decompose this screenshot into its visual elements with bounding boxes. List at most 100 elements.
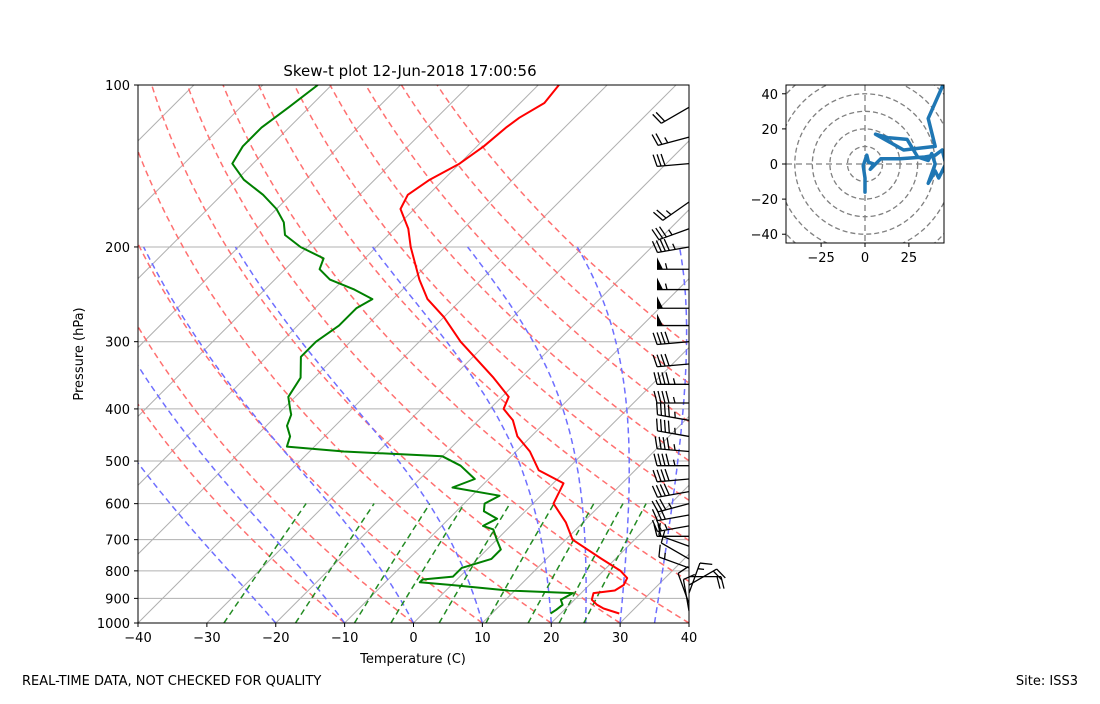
wind-barb (652, 134, 689, 146)
x-tick-label: −10 (331, 631, 358, 646)
skewt-xlabel: Temperature (C) (359, 652, 466, 667)
barb-staff (657, 515, 689, 521)
hodo-x-tick-label: 0 (861, 251, 869, 266)
wind-barb (653, 107, 689, 123)
x-tick-label: 20 (543, 631, 560, 646)
temperature-profile-line (401, 85, 628, 614)
isotherm-line (551, 85, 1089, 623)
wind-barb (653, 154, 689, 166)
dry-adiabat-line (259, 85, 827, 623)
barb-staff (661, 107, 689, 123)
barb-full (653, 155, 657, 167)
barb-full (668, 421, 669, 433)
dewpoint-profile-line (232, 85, 573, 614)
x-tick-label: −30 (193, 631, 220, 646)
mixing-ratio-line (391, 504, 465, 623)
barb-full (664, 239, 669, 250)
isotherm-line (69, 85, 607, 623)
isotherm-line (0, 85, 194, 623)
barb-full (666, 391, 669, 403)
barb-staff (658, 137, 689, 145)
hodograph-line (863, 87, 946, 192)
barb-full (652, 486, 657, 497)
barb-flag (657, 257, 663, 269)
y-tick-label: 400 (105, 403, 130, 418)
y-tick-label: 700 (105, 534, 130, 549)
wind-barb (654, 454, 689, 466)
hodograph-curve (863, 87, 946, 192)
barb-full (658, 454, 661, 466)
skewt-title: Skew-t plot 12-Jun-2018 17:00:56 (283, 62, 536, 80)
barb-full (655, 437, 657, 449)
isotherm-line (689, 85, 1100, 623)
mixing-ratio-line (584, 504, 646, 623)
barb-staff (659, 229, 689, 240)
moist-adiabat-line (21, 247, 276, 623)
barb-full (657, 402, 658, 414)
y-tick-label: 1000 (97, 617, 130, 632)
dry-adiabat-line (437, 85, 1100, 623)
wind-barb (654, 372, 689, 384)
y-tick-label: 300 (105, 336, 130, 351)
barb-staff (657, 526, 689, 532)
barb-full (662, 391, 665, 403)
moist-adiabat-line (235, 247, 482, 623)
barb-staff (657, 479, 689, 482)
wind-barb (657, 257, 689, 269)
mixing-ratio-line (354, 504, 429, 623)
barb-full (665, 354, 669, 366)
barb-full (667, 438, 669, 450)
barb-full (657, 154, 661, 166)
skewt-ylabel: Pressure (hPa) (72, 307, 87, 400)
hodo-y-tick-label: 40 (761, 88, 778, 103)
skewt-curves (232, 85, 627, 614)
barb-half (674, 444, 675, 450)
barb-full (661, 469, 665, 481)
x-tick-label: −40 (124, 631, 151, 646)
dry-adiabat-line (401, 85, 1100, 623)
barb-full (666, 372, 669, 384)
y-tick-label: 600 (105, 498, 130, 513)
wind-barb (657, 296, 689, 308)
barb-full (662, 454, 665, 466)
barb-half (674, 378, 676, 384)
barb-flag (657, 278, 663, 290)
barb-full (657, 419, 658, 431)
moist-adiabat-line (144, 247, 414, 623)
barb-full (659, 437, 661, 449)
x-tick-label: 0 (409, 631, 417, 646)
y-tick-label: 100 (105, 79, 130, 94)
barb-full (657, 355, 661, 367)
y-tick-label: 200 (105, 241, 130, 256)
barb-full (653, 333, 657, 345)
isotherm-line (620, 85, 1100, 623)
dry-adiabat-line (45, 85, 414, 623)
y-tick-label: 500 (105, 455, 130, 470)
isotherm-line (345, 85, 883, 623)
barb-full (721, 577, 724, 589)
hodo-y-tick-label: −20 (751, 193, 778, 208)
barb-full (661, 419, 662, 431)
hodo-x-tick-label: −25 (807, 251, 834, 266)
footer-site: Site: ISS3 (1016, 674, 1078, 689)
barb-half (674, 397, 676, 403)
barb-full (668, 404, 669, 416)
wind-barb (653, 332, 689, 345)
y-tick-label: 800 (105, 565, 130, 580)
hodo-y-tick-label: 0 (770, 158, 778, 173)
isotherm-line (0, 85, 56, 623)
wind-barb (653, 469, 689, 482)
x-tick-label: 10 (474, 631, 491, 646)
barb-full (666, 454, 669, 466)
barb-staff (657, 247, 689, 253)
isotherm-line (276, 85, 814, 623)
isotherm-line (482, 85, 1020, 623)
barb-full (660, 485, 665, 496)
hodo-x-tick-label: 25 (901, 251, 918, 266)
barb-full (656, 485, 661, 496)
